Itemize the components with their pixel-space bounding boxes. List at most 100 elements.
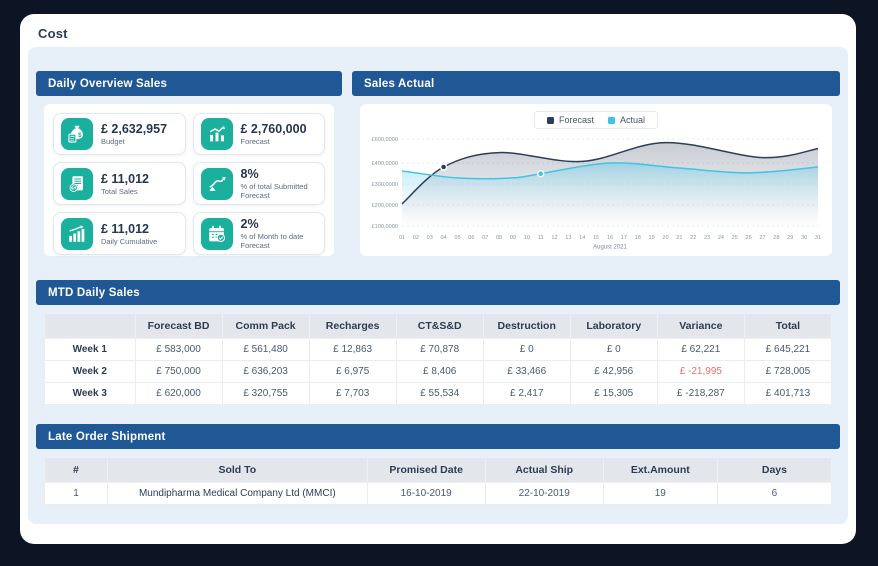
- x-axis-tick: 04: [440, 235, 446, 241]
- x-axis-tick: 29: [787, 235, 793, 241]
- x-axis-tick: 30: [801, 235, 807, 241]
- kpi-label: Forecast: [240, 137, 270, 146]
- kpi-label: Budget: [101, 137, 125, 146]
- mtd-value-cell: £ 42,956: [569, 360, 658, 383]
- bar-chart-up-icon: [200, 118, 233, 150]
- daily-overview-title: Daily Overview Sales: [48, 78, 168, 90]
- legend-label: Forecast: [558, 115, 594, 125]
- late-order-cell: 22-10-2019: [484, 482, 604, 505]
- mtd-table-row: Week 1 £ 583,000 £ 561,480 £ 12,863 £ 70,878…: [44, 338, 832, 361]
- kpi-value: 2%: [240, 217, 259, 231]
- mtd-value-cell: £ -21,995: [656, 360, 745, 383]
- mtd-value-cell: £ 636,203: [221, 360, 310, 383]
- column-header: Sold To: [106, 457, 368, 483]
- x-axis-tick: 24: [718, 235, 724, 241]
- column-header: Promised Date: [366, 457, 486, 483]
- kpi-card-container: $ £ 2,632,957 Budget £ 2,760,000 Forecast $ £ …: [44, 104, 334, 256]
- mtd-daily-sales-table: Forecast BD Comm Pack Recharges CT&S&D Destr…: [44, 313, 832, 405]
- x-axis-tick: 10: [524, 235, 530, 241]
- sales-actual-header: Sales Actual: [352, 71, 840, 96]
- legend-swatch-icon: [608, 116, 615, 124]
- kpi-card: $ £ 2,632,957 Budget: [53, 113, 186, 155]
- mtd-value-cell: £ 8,406: [395, 360, 484, 383]
- top-row: Daily Overview Sales $ £ 2,632,957 Budget £…: [36, 71, 840, 256]
- mtd-value-cell: £ 645,221: [743, 338, 832, 361]
- kpi-grid: $ £ 2,632,957 Budget £ 2,760,000 Forecast $ £ …: [53, 113, 325, 255]
- sales-actual-chart-card: Forecast Actual £600,0000 £400,0000 £300,00…: [360, 104, 832, 256]
- y-axis-tick: £600,0000: [372, 137, 398, 143]
- late-order-title: Late Order Shipment: [48, 431, 166, 443]
- x-axis-tick: 08: [496, 235, 502, 241]
- x-axis-tick: 11: [538, 235, 544, 241]
- kpi-card: £ 11,012 Daily Cumulative: [53, 212, 186, 255]
- mtd-value-cell: £ 7,703: [308, 382, 397, 405]
- x-axis-tick: 02: [413, 235, 419, 241]
- column-header: Actual Ship: [484, 457, 604, 483]
- late-order-cell: 16-10-2019: [366, 482, 486, 505]
- late-order-table: # Sold To Promised Date Actual Ship Ext.Amou…: [44, 457, 832, 505]
- money-bag-calculator-icon: $: [61, 118, 93, 150]
- trend-arrow-icon: [200, 167, 233, 200]
- x-axis-tick: 20: [662, 235, 668, 241]
- chart-legend: Forecast Actual: [533, 111, 659, 129]
- x-axis-tick: 26: [746, 235, 752, 241]
- x-axis-tick: 22: [690, 235, 696, 241]
- legend-item-forecast[interactable]: Forecast: [546, 115, 594, 125]
- x-axis-tick: 01: [399, 235, 405, 241]
- data-point-marker-actual[interactable]: [536, 170, 545, 178]
- daily-overview-header: Daily Overview Sales: [36, 71, 342, 96]
- x-axis-tick: 23: [704, 235, 710, 241]
- mtd-value-cell: £ 70,878: [395, 338, 484, 361]
- mtd-value-cell: £ 401,713: [743, 382, 832, 405]
- column-header: Ext.Amount: [602, 457, 718, 483]
- panel-sales-actual: Sales Actual Forecast Actual £600,0000 £40…: [352, 71, 840, 256]
- kpi-card: 2%% of Month to date Forecast: [192, 212, 325, 255]
- y-axis-tick: £200,0000: [372, 203, 398, 209]
- kpi-value: £ 11,012: [101, 221, 149, 236]
- week-label-cell: Week 2: [44, 360, 136, 383]
- mtd-table-row: Week 2 £ 750,000 £ 636,203 £ 6,975 £ 8,406 £ …: [44, 360, 832, 383]
- data-point-marker-forecast[interactable]: [439, 163, 448, 171]
- mtd-value-cell: £ 728,005: [743, 360, 832, 383]
- late-order-header: Late Order Shipment: [36, 424, 840, 449]
- kpi-value: £ 2,760,000: [240, 122, 307, 136]
- panel-daily-overview: Daily Overview Sales $ £ 2,632,957 Budget £…: [36, 71, 342, 256]
- column-header: Comm Pack: [221, 313, 310, 339]
- week-label-cell: Week 3: [44, 382, 136, 405]
- kpi-card: $ £ 11,012 Total Sales: [53, 162, 186, 205]
- mtd-value-cell: £ 620,000: [134, 382, 223, 405]
- sold-to-cell: Mundipharma Medical Company Ltd (MMCI): [106, 482, 368, 505]
- kpi-card: 8%% of total Submitted Forecast: [192, 162, 325, 205]
- legend-item-actual[interactable]: Actual: [608, 115, 645, 125]
- column-header: Variance: [656, 313, 745, 339]
- x-axis-tick: 15: [593, 235, 599, 241]
- table-header-row: Forecast BD Comm Pack Recharges CT&S&D Destr…: [44, 313, 832, 339]
- mtd-table-row: Week 3 £ 620,000 £ 320,755 £ 7,703 £ 55,534 £…: [44, 382, 832, 405]
- mtd-value-cell: £ 15,305: [569, 382, 658, 405]
- y-axis-tick: £300,0000: [372, 182, 398, 188]
- mtd-value-cell: £ 55,534: [395, 382, 484, 405]
- x-axis-tick: 09: [510, 235, 516, 241]
- invoice-coin-icon: $: [61, 167, 93, 200]
- late-order-row: 1 Mundipharma Medical Company Ltd (MMCI) 1…: [44, 482, 832, 505]
- calendar-check-icon: [200, 217, 233, 250]
- x-axis-tick: 05: [454, 235, 460, 241]
- x-axis-tick: 07: [482, 235, 488, 241]
- kpi-card: £ 2,760,000 Forecast: [192, 113, 325, 155]
- x-axis-tick: 16: [607, 235, 613, 241]
- x-axis-tick: 31: [815, 235, 821, 241]
- page-title: Cost: [38, 26, 68, 41]
- kpi-value: 8%: [240, 167, 259, 181]
- x-axis-tick: 03: [427, 235, 433, 241]
- window-header: Cost: [20, 14, 856, 47]
- y-axis-tick: £400,0000: [372, 161, 398, 167]
- kpi-label: % of Month to date Forecast: [240, 232, 304, 250]
- mtd-daily-sales-header: MTD Daily Sales: [36, 280, 840, 305]
- sales-actual-chart: £600,0000 £400,0000 £300,0000 £200,0000 £100…: [372, 137, 822, 251]
- mtd-value-cell: £ 320,755: [221, 382, 310, 405]
- x-axis-tick: 19: [648, 235, 654, 241]
- x-axis-tick: 21: [676, 235, 682, 241]
- x-axis-tick: 27: [759, 235, 765, 241]
- x-axis-tick: 13: [565, 235, 571, 241]
- x-axis-tick: 14: [579, 235, 585, 241]
